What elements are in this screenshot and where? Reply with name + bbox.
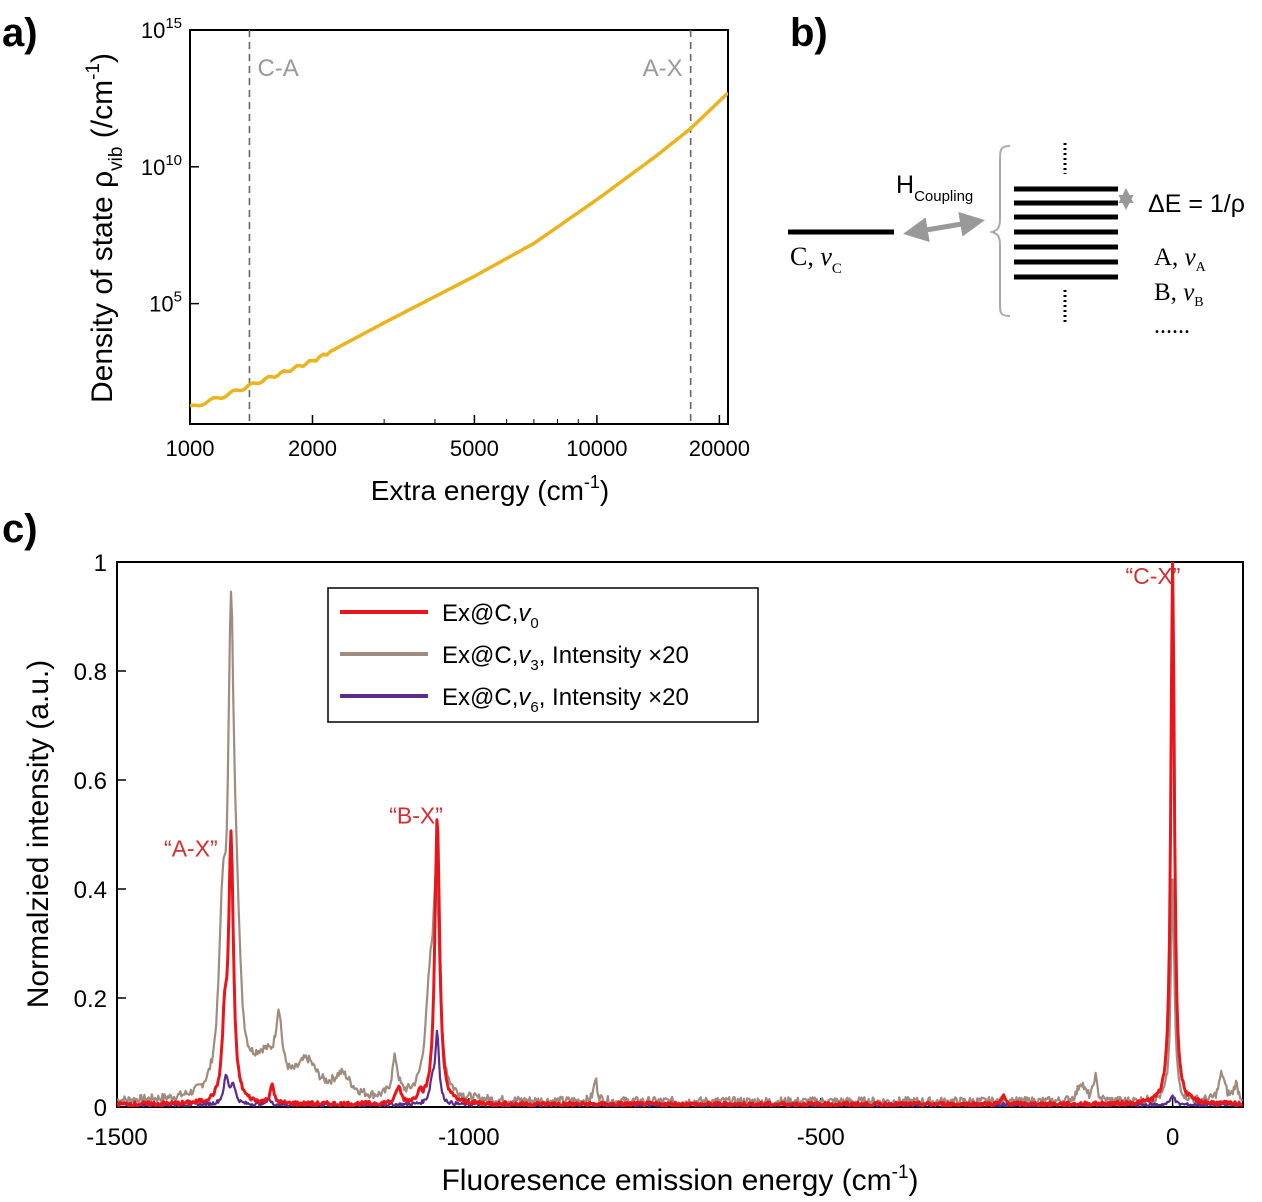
c-ytick-label: 0.4 <box>74 877 107 904</box>
chart-c-ticks: -1500 -1000 -500 0 0 0.2 0.4 0.6 0.8 1 <box>74 550 1180 1151</box>
chart-a-series <box>190 91 728 408</box>
c-series-2 <box>117 1029 1243 1107</box>
coupling-label: HCoupling <box>896 171 973 205</box>
chart-a-vlines <box>248 30 692 424</box>
a-vline-label: C-A <box>257 55 298 82</box>
legend-label: Ex@C,v3, Intensity ×20 <box>442 642 689 674</box>
c-xtick-label: -500 <box>797 1124 845 1151</box>
a-vline-label: A-X <box>643 55 683 82</box>
panel-label-b: b) <box>790 11 828 55</box>
chart-a-xlabel: Extra energy (cm-1) <box>371 472 610 506</box>
legend-label: Ex@C,v6, Intensity ×20 <box>442 684 689 716</box>
coupling-arrow <box>903 211 985 243</box>
a-xtick-label: 1000 <box>166 436 215 461</box>
c-series-0 <box>117 562 1243 1107</box>
c-ytick-label: 0 <box>94 1095 107 1122</box>
chart-c: -1500 -1000 -500 0 0 0.2 0.4 0.6 0.8 1 “A-X” “B-X”… <box>22 550 1244 1197</box>
level-b-label: B, vB <box>1154 279 1204 310</box>
a-ytick-label: 105 <box>149 289 182 317</box>
manifold-levels <box>1014 186 1118 280</box>
a-ytick-label: 1015 <box>141 15 182 43</box>
chart-c-annotations: “A-X” “B-X” “C-X” <box>164 563 1180 862</box>
c-ytick-label: 0.8 <box>74 659 107 686</box>
panel-label-a: a) <box>2 11 38 55</box>
a-xtick-label: 20000 <box>689 436 750 461</box>
a-xtick-label: 10000 <box>566 436 627 461</box>
chart-a-frame <box>189 29 729 425</box>
c-xtick-label: 0 <box>1166 1124 1179 1151</box>
a-series-rho <box>190 91 728 408</box>
chart-c-series <box>117 562 1243 1107</box>
delta-e-label: ΔE = 1/ρ <box>1148 190 1245 218</box>
c-ytick-label: 0.6 <box>74 768 107 795</box>
level-a-label: A, vA <box>1154 244 1207 275</box>
a-ytick-label: 1010 <box>141 152 182 180</box>
c-xtick-label: -1000 <box>438 1124 499 1151</box>
c-xtick-label: -1500 <box>86 1124 147 1151</box>
c-annotation: “B-X” <box>389 803 443 829</box>
diagram-b: C, vC HCoupling ΔE = 1/ρ A, vA B, vB ...… <box>788 143 1245 339</box>
chart-c-legend: Ex@C,v0 Ex@C,v3, Intensity ×20 Ex@C,v6, In… <box>327 587 759 723</box>
c-annotation: “A-X” <box>164 835 218 861</box>
panel-label-c: c) <box>2 507 38 551</box>
ellipsis: ...... <box>1154 313 1190 339</box>
chart-a-ticks: 1000 2000 5000 10000 20000 105 1010 1015 <box>141 15 750 461</box>
chart-c-ylabel: Normalzied intensity (a.u.) <box>22 660 55 1008</box>
level-c-label: C, vC <box>790 242 842 277</box>
chart-a: 1000 2000 5000 10000 20000 105 1010 1015 Extra … <box>83 15 750 506</box>
c-ytick-label: 0.2 <box>74 986 107 1013</box>
legend-label: Ex@C,v0 <box>442 600 539 632</box>
c-annotation: “C-X” <box>1125 563 1180 589</box>
manifold-brace <box>988 145 1011 317</box>
a-xtick-label: 5000 <box>450 436 499 461</box>
chart-a-ylabel: Density of state ρvib (/cm-1) <box>83 53 127 403</box>
a-xtick-label: 2000 <box>288 436 337 461</box>
c-ytick-label: 1 <box>94 550 107 577</box>
chart-c-xlabel: Fluoresence emission energy (cm-1) <box>441 1162 918 1197</box>
